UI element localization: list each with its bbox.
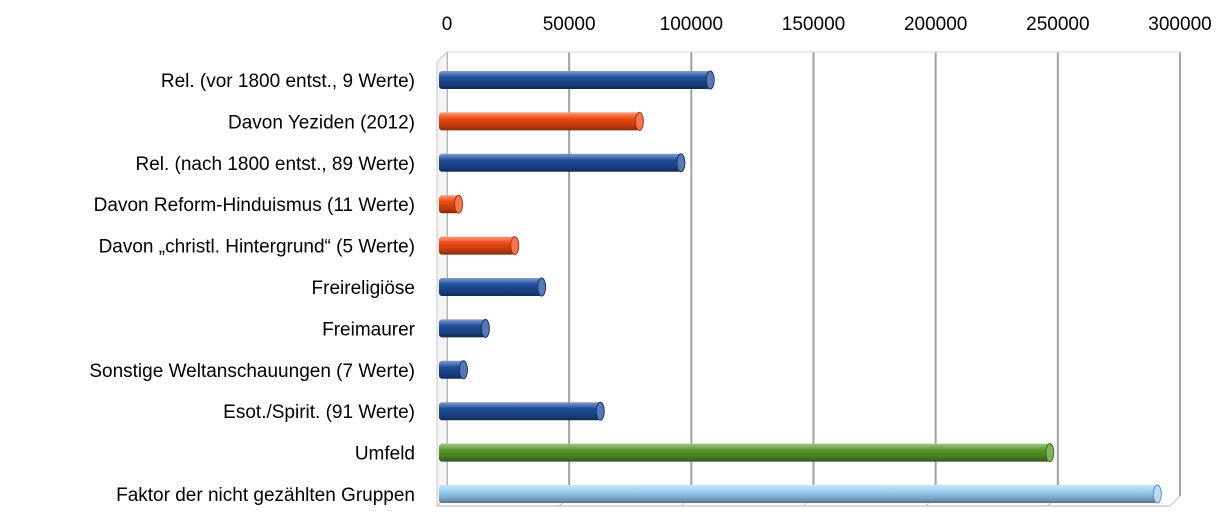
- bars: [439, 70, 1162, 504]
- category-label: Umfeld: [355, 444, 415, 465]
- x-tick-label: 0: [442, 14, 453, 35]
- category-label: Davon „christl. Hintergrund“ (5 Werte): [99, 237, 415, 258]
- bar: [439, 443, 1050, 462]
- gridline-depth: [1169, 495, 1181, 507]
- bar-end-cap: [458, 360, 468, 380]
- bar-end-cap: [676, 153, 686, 173]
- category-label: Freimaurer: [322, 319, 416, 340]
- category-label: Rel. (nach 1800 entst., 89 Werte): [135, 154, 415, 175]
- bar-end-cap: [705, 70, 715, 90]
- category-label: Davon Reform-Hinduismus (11 Werte): [94, 195, 415, 216]
- x-tick-label: 100000: [660, 14, 723, 35]
- bar-end-cap: [634, 111, 644, 131]
- bar: [439, 485, 1158, 503]
- category-label: Sonstige Weltanschauungen (7 Werte): [89, 361, 415, 382]
- x-tick-label: 200000: [904, 14, 967, 35]
- x-axis-ticks: 0 50000 100000 150000 200000 250000 300000: [442, 14, 1212, 35]
- bar: [439, 402, 601, 421]
- bar-end-cap: [537, 277, 547, 297]
- bar: [439, 236, 515, 255]
- category-label: Rel. (vor 1800 entst., 9 Werte): [161, 71, 415, 92]
- category-label: Davon Yeziden (2012): [228, 112, 415, 133]
- bar: [439, 153, 681, 172]
- bar: [439, 360, 464, 379]
- x-tick-label: 250000: [1026, 14, 1089, 35]
- bar: [439, 278, 542, 296]
- bar: [439, 71, 711, 89]
- bar-end-cap: [480, 318, 490, 338]
- bar-end-cap: [454, 194, 464, 214]
- category-label: Freireligiöse: [312, 278, 415, 299]
- category-label: Esot./Spirit. (91 Werte): [223, 402, 415, 423]
- bar: [439, 195, 459, 214]
- x-tick-label: 50000: [543, 14, 596, 35]
- x-tick-label: 150000: [782, 14, 845, 35]
- bar-end-cap: [1152, 484, 1162, 504]
- bar: [439, 319, 486, 338]
- x-tick-label: 300000: [1148, 14, 1211, 35]
- category-label: Faktor der nicht gezählten Gruppen: [116, 485, 415, 506]
- category-labels: Rel. (vor 1800 entst., 9 Werte) Davon Yez…: [89, 71, 415, 506]
- bar: [439, 112, 640, 131]
- bar-end-cap: [510, 236, 520, 256]
- bar-end-cap: [595, 401, 605, 421]
- bar-end-cap: [1045, 443, 1055, 463]
